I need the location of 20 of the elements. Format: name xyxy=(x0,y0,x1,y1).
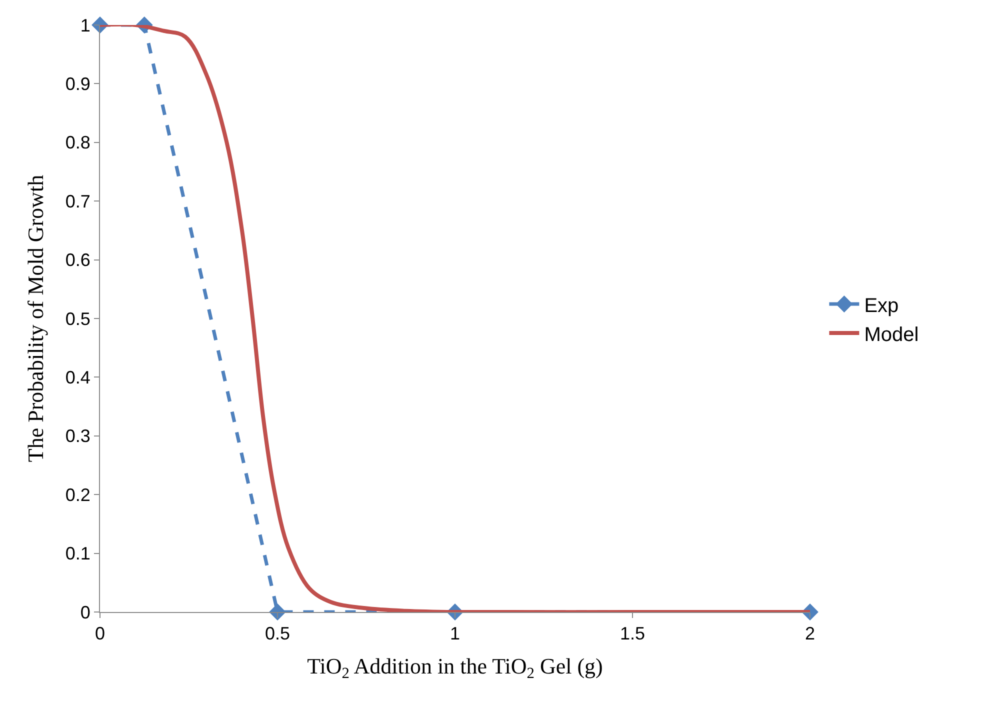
y-tick-label: 0.8 xyxy=(65,132,90,153)
y-tick-label: 0 xyxy=(80,602,90,622)
x-tick-label: 1 xyxy=(450,624,460,644)
y-tick-label: 0.1 xyxy=(65,544,90,564)
y-axis-title: The Probability of Mold Growth xyxy=(23,174,48,462)
legend-label: Model xyxy=(864,324,919,346)
y-tick-label: 0.5 xyxy=(65,308,90,329)
x-tick-label: 2 xyxy=(804,624,816,644)
y-tick-label: 0.3 xyxy=(65,426,90,446)
x-tick-label: 0.5 xyxy=(264,624,290,644)
y-tick-label: 0.6 xyxy=(65,250,90,270)
y-tick-label: 0.4 xyxy=(65,368,90,388)
x-axis-title: TiO$_{2}$ Addition in the TiO$_{2}$ Gel (g) xyxy=(307,654,603,682)
legend-label: Exp xyxy=(864,294,899,317)
y-tick-label: 1 xyxy=(80,15,90,36)
y-tick-label: 0.9 xyxy=(65,74,90,94)
x-tick-label: 1.5 xyxy=(620,624,646,644)
y-tick-label: 0.2 xyxy=(65,484,90,505)
y-tick-label: 0.7 xyxy=(65,191,90,212)
x-tick-label: 0 xyxy=(94,624,106,644)
